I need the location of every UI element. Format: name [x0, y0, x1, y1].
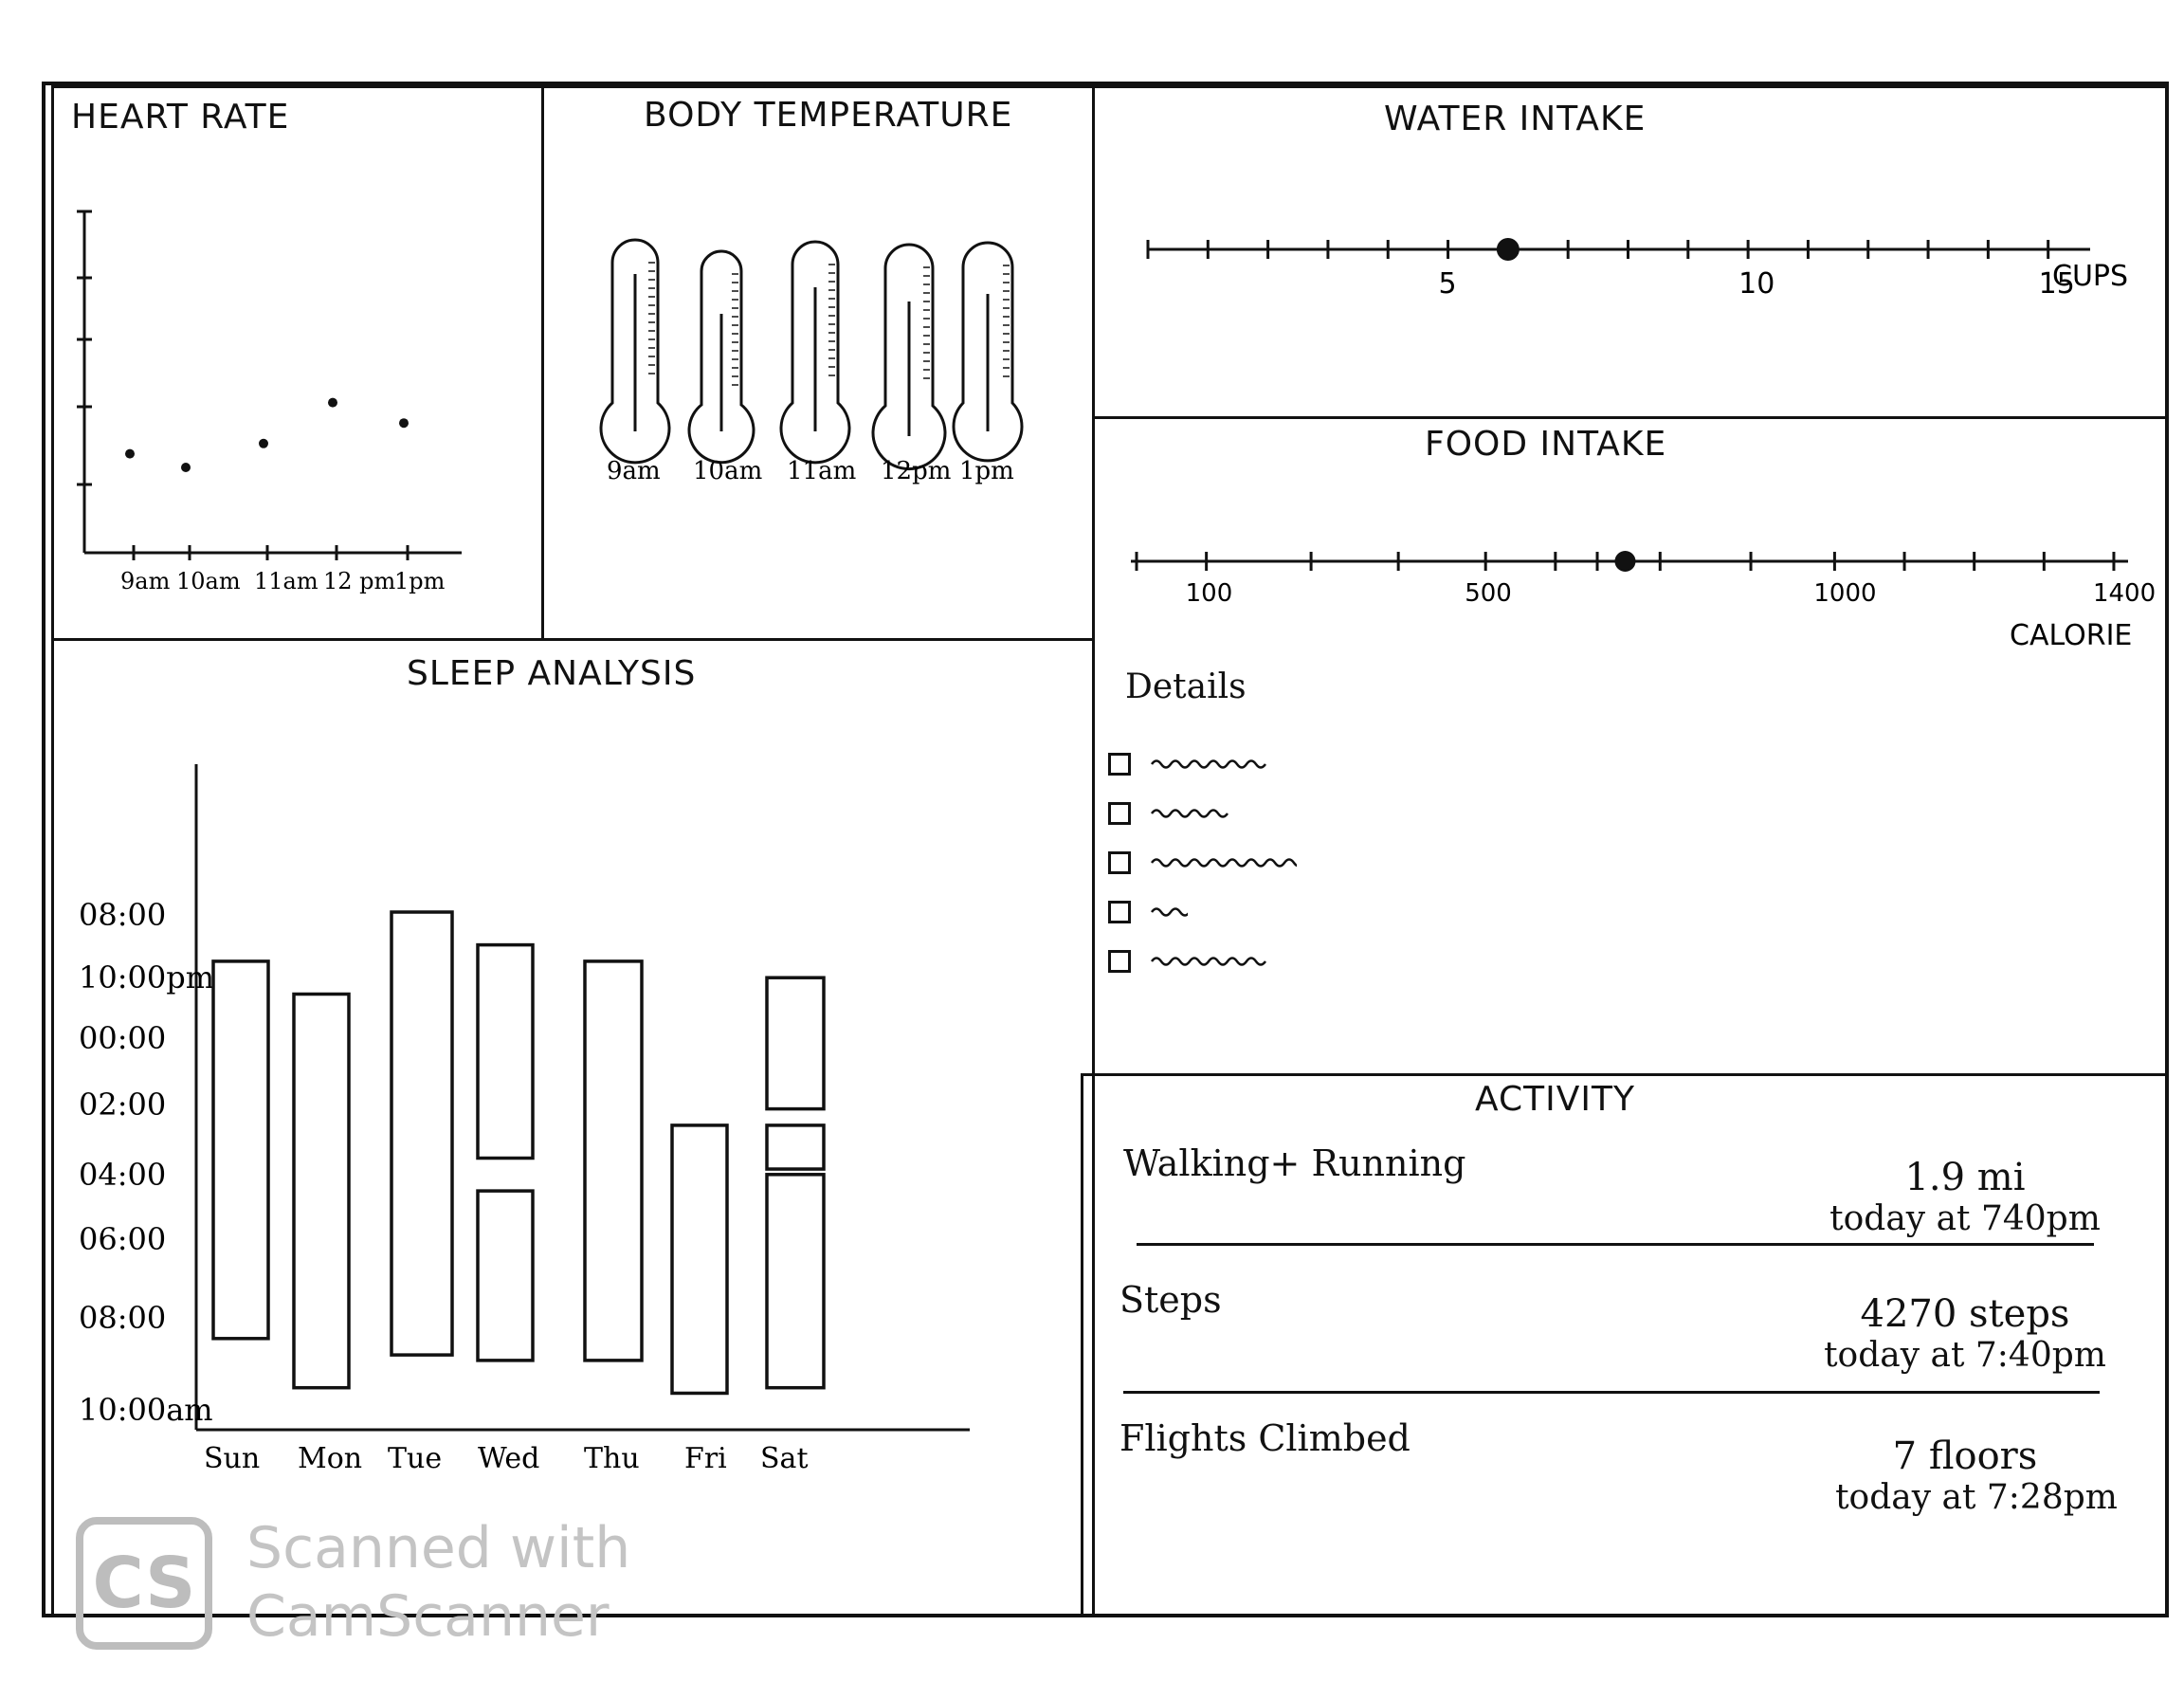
heart-rate-x-tick-label: 10am — [176, 568, 241, 594]
detail-checkbox[interactable] — [1108, 950, 1131, 973]
sleep-y-label: 08:00 — [79, 1300, 166, 1336]
body-temperature-panel: BODY TEMPERATURE 9am 10am 11am 12pm 1pm — [541, 85, 1095, 641]
sleep-y-label: 02:00 — [79, 1087, 166, 1123]
food-scale-label: 500 — [1465, 579, 1512, 608]
sleep-y-label: 00:00 — [79, 1020, 166, 1056]
camscanner-logo: CS — [76, 1517, 212, 1650]
heart-rate-point — [328, 397, 337, 408]
activity-value-walking: 1.9 mi — [1904, 1156, 2026, 1199]
heart-rate-x-tick-label: 11am — [254, 568, 318, 594]
sleep-bar-fri — [670, 1124, 729, 1396]
food-scale-unit: CALORIE — [2010, 619, 2132, 652]
heart-rate-point — [399, 418, 409, 429]
activity-value-flights: 7 floors — [1892, 1434, 2038, 1478]
activity-time-flights: today at 7:28pm — [1835, 1478, 2118, 1517]
sleep-day-label: Fri — [684, 1442, 727, 1475]
sleep-bar-wed — [476, 1189, 535, 1362]
food-scale-label: 1400 — [2093, 579, 2156, 608]
heart-rate-x-tick-label: 1pm — [394, 568, 446, 594]
sleep-bar-tue — [390, 910, 454, 1357]
activity-label-flights: Flights Climbed — [1119, 1417, 1410, 1459]
food-scale-label: 100 — [1186, 579, 1233, 608]
heart-rate-x-tick-label: 9am — [120, 568, 171, 594]
food-intake-scale: 100 500 1000 1400 CALORIE — [1131, 551, 2156, 652]
heart-rate-point — [259, 438, 268, 448]
sleep-day-label: Thu — [584, 1442, 640, 1475]
thermometer-icon — [779, 240, 851, 465]
heart-rate-panel: HEART RATE 9am 10am 11am 12 pm 1pm — [51, 85, 544, 641]
heart-rate-title: HEART RATE — [71, 98, 290, 137]
watermark-line-1: Scanned with — [246, 1515, 631, 1581]
heart-rate-x-tick-label: 12 pm — [323, 568, 396, 594]
sleep-y-label: 10:00am — [79, 1392, 213, 1428]
activity-divider — [1123, 1391, 2100, 1394]
sleep-day-label: Sat — [760, 1442, 809, 1475]
detail-item-squiggle — [1150, 759, 1267, 769]
water-intake-panel: WATER INTAKE 5 10 15 CUPS — [1092, 85, 2169, 419]
activity-time-walking: today at 740pm — [1829, 1199, 2101, 1238]
detail-checkbox[interactable] — [1108, 851, 1131, 874]
food-intake-panel: FOOD INTAKE 100 500 1000 1400 CALORIE Detail… — [1092, 416, 2169, 1076]
detail-item-squiggle — [1150, 907, 1188, 917]
thermometer-icon — [871, 243, 947, 471]
heart-rate-point — [125, 448, 135, 459]
activity-title: ACTIVITY — [1475, 1080, 1635, 1119]
watermark-line-2: CamScanner — [246, 1583, 610, 1650]
detail-checkbox[interactable] — [1108, 753, 1131, 776]
sleep-day-label: Wed — [478, 1442, 539, 1475]
sleep-bar-mon — [292, 992, 351, 1390]
detail-checkbox[interactable] — [1108, 802, 1131, 825]
thermometer-icon — [599, 238, 671, 465]
water-intake-marker — [1496, 238, 1520, 261]
activity-value-steps: 4270 steps — [1860, 1292, 2070, 1336]
sleep-bar-wed — [476, 942, 535, 1160]
food-intake-title: FOOD INTAKE — [1425, 425, 1667, 464]
sleep-bar-sat — [765, 976, 826, 1111]
thermometer-icon — [952, 241, 1024, 463]
sleep-analysis-title: SLEEP ANALYSIS — [407, 654, 697, 693]
thermometer-time-label: 12pm — [881, 457, 951, 485]
activity-label-walking: Walking+ Running — [1123, 1142, 1466, 1184]
water-scale-label: 15 — [2039, 267, 2075, 301]
sleep-bar-thu — [583, 959, 644, 1362]
sleep-day-label: Tue — [388, 1442, 442, 1475]
body-temperature-title: BODY TEMPERATURE — [644, 96, 1013, 135]
food-intake-marker — [1614, 551, 1636, 572]
details-label: Details — [1125, 667, 1247, 706]
thermometer-time-label: 10am — [693, 457, 762, 485]
sleep-day-label: Mon — [298, 1442, 362, 1475]
activity-label-steps: Steps — [1119, 1279, 1222, 1321]
water-scale-unit: CUPS — [2052, 260, 2128, 293]
water-scale-label: 10 — [1738, 267, 1774, 301]
detail-checkbox[interactable] — [1108, 901, 1131, 923]
activity-panel: ACTIVITY Walking+ Running 1.9 mi today a… — [1081, 1073, 2169, 1617]
sleep-day-label: Sun — [204, 1442, 260, 1475]
sleep-y-label: 08:00 — [79, 897, 166, 933]
activity-time-steps: today at 7:40pm — [1824, 1336, 2106, 1375]
sleep-bar-sun — [211, 959, 270, 1341]
sleep-y-label: 04:00 — [79, 1157, 166, 1193]
sleep-y-label: 06:00 — [79, 1221, 166, 1257]
water-intake-title: WATER INTAKE — [1384, 100, 1647, 138]
thermometer-group: 9am 10am 11am 12pm 1pm — [599, 238, 1024, 485]
water-scale-label: 5 — [1439, 267, 1457, 301]
sleep-analysis-panel: SLEEP ANALYSIS 08:00 10:00pm 00:00 02:00 04:… — [51, 638, 1095, 1617]
heart-rate-point — [181, 463, 191, 472]
thermometer-icon — [687, 249, 755, 465]
thermometer-time-label: 1pm — [959, 457, 1014, 485]
thermometer-time-label: 11am — [787, 457, 856, 485]
sleep-bar-sat — [765, 1124, 826, 1171]
detail-item-squiggle — [1150, 957, 1267, 966]
food-scale-label: 1000 — [1813, 579, 1876, 608]
detail-item-squiggle — [1150, 858, 1297, 868]
sleep-y-label: 10:00pm — [79, 959, 214, 996]
sleep-chart: 08:00 10:00pm 00:00 02:00 04:00 06:00 08:00 10:… — [79, 764, 970, 1475]
detail-item-squiggle — [1150, 809, 1229, 818]
activity-divider — [1137, 1243, 2094, 1246]
thermometer-time-label: 9am — [607, 457, 661, 485]
sleep-bar-sat — [765, 1173, 826, 1390]
